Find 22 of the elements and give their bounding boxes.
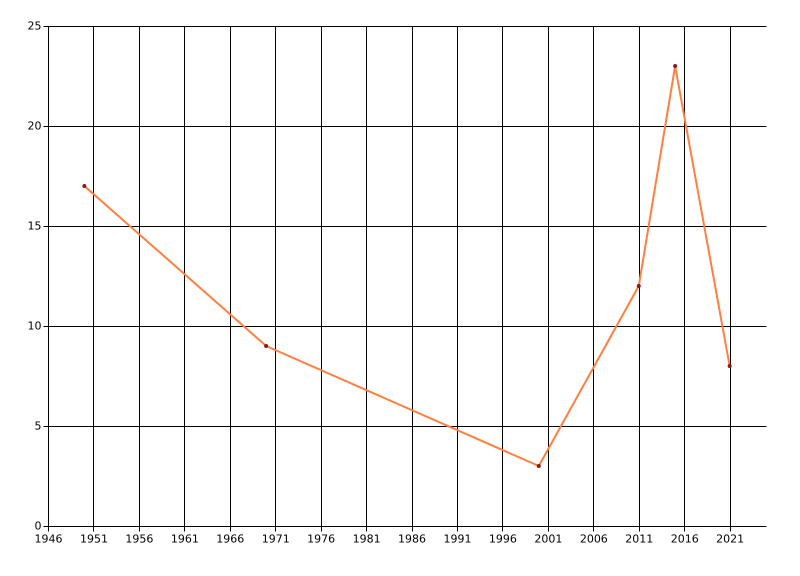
y-tick-label: 5 bbox=[34, 420, 42, 432]
x-tick-label: 1986 bbox=[398, 532, 426, 546]
y-tick-label: 15 bbox=[28, 220, 42, 232]
x-tick-label: 1956 bbox=[125, 532, 154, 546]
x-tick-label: 1991 bbox=[443, 532, 472, 546]
x-tick-label: 1981 bbox=[352, 532, 381, 546]
y-tick-label: 0 bbox=[34, 520, 42, 532]
x-tick-label: 2016 bbox=[670, 532, 699, 546]
x-tick-label: 1971 bbox=[262, 532, 290, 546]
x-tick-label: 1976 bbox=[307, 532, 336, 546]
x-tick-label: 2011 bbox=[625, 532, 654, 546]
y-tick-label: 20 bbox=[28, 120, 42, 132]
y-tick-label: 10 bbox=[28, 320, 42, 332]
x-tick-label: 2006 bbox=[580, 532, 608, 546]
x-tick-label: 1961 bbox=[170, 532, 199, 546]
x-tick-label: 2021 bbox=[716, 532, 744, 546]
x-tick-label: 1946 bbox=[34, 532, 62, 546]
y-tick-label: 25 bbox=[28, 20, 42, 32]
x-tick-label: 1966 bbox=[216, 532, 244, 546]
x-tick-label: 1951 bbox=[80, 532, 108, 546]
x-tick-label: 1996 bbox=[488, 532, 517, 546]
x-tick-label: 2001 bbox=[534, 532, 562, 546]
